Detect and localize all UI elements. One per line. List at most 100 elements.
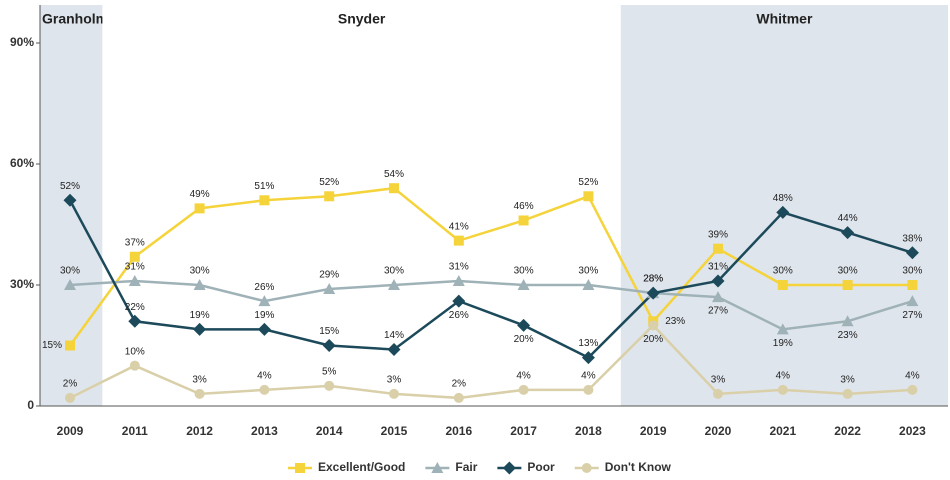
marker xyxy=(776,323,789,335)
x-tick-label: 2011 xyxy=(122,424,148,438)
x-tick-label: 2018 xyxy=(575,424,602,438)
y-tick-label: 30% xyxy=(10,277,34,291)
period-label: Whitmer xyxy=(756,11,813,27)
data-label: 30% xyxy=(514,266,534,277)
marker xyxy=(777,280,788,290)
data-label: 10% xyxy=(125,346,145,357)
marker xyxy=(711,274,725,288)
data-label: 15% xyxy=(319,326,339,337)
marker xyxy=(648,320,659,331)
legend-item: Don't Know xyxy=(574,460,672,474)
data-label: 27% xyxy=(708,306,728,317)
data-label: 20% xyxy=(643,334,663,345)
marker xyxy=(841,315,854,327)
x-tick-label: 2012 xyxy=(186,424,213,438)
legend-label: Fair xyxy=(455,460,477,474)
marker xyxy=(389,183,399,194)
y-tick-label: 0 xyxy=(27,398,34,412)
data-label: 39% xyxy=(708,229,728,240)
legend-item: Poor xyxy=(497,460,555,475)
marker xyxy=(713,388,723,399)
data-label: 2% xyxy=(63,379,78,390)
data-label: 26% xyxy=(254,282,274,293)
x-tick-label: 2014 xyxy=(316,424,343,438)
data-label: 30% xyxy=(902,266,922,277)
data-label: 30% xyxy=(838,266,858,277)
marker xyxy=(64,279,76,290)
data-label: 4% xyxy=(905,371,920,382)
data-label: 3% xyxy=(387,375,402,386)
series-line xyxy=(68,186,913,347)
marker xyxy=(65,392,75,403)
marker xyxy=(259,195,270,206)
data-label: 28% xyxy=(643,274,663,285)
marker xyxy=(194,203,205,214)
data-label: 4% xyxy=(581,371,596,382)
marker xyxy=(907,384,918,395)
marker xyxy=(517,279,530,290)
marker xyxy=(295,463,305,473)
marker xyxy=(452,294,466,308)
data-label: 4% xyxy=(516,371,531,382)
marker xyxy=(907,280,918,290)
marker xyxy=(388,279,400,290)
marker xyxy=(258,295,271,307)
x-tick-label: 2021 xyxy=(769,424,796,438)
data-label: 19% xyxy=(773,338,793,349)
marker xyxy=(259,384,270,395)
marker xyxy=(581,351,595,365)
marker xyxy=(193,279,206,290)
data-label: 4% xyxy=(257,371,272,382)
x-tick-label: 2009 xyxy=(57,424,84,438)
marker xyxy=(453,392,464,403)
marker xyxy=(712,291,724,303)
data-label: 30% xyxy=(190,266,210,277)
marker xyxy=(193,322,207,336)
data-label: 41% xyxy=(449,221,469,232)
marker xyxy=(842,388,853,399)
legend-item: Excellent/Good xyxy=(288,460,405,474)
y-tick-label: 60% xyxy=(10,156,34,170)
data-label: 13% xyxy=(578,338,598,349)
x-tick-label: 2022 xyxy=(834,424,861,438)
data-label: 37% xyxy=(125,237,145,248)
data-label: 54% xyxy=(384,169,404,180)
marker xyxy=(387,343,401,357)
marker xyxy=(905,246,919,260)
data-label: 28% xyxy=(643,274,663,285)
marker xyxy=(646,286,660,300)
marker xyxy=(581,463,592,473)
x-tick-label: 2020 xyxy=(705,424,732,438)
data-label: 19% xyxy=(190,310,210,321)
x-tick-label: 2013 xyxy=(251,424,278,438)
marker xyxy=(518,215,529,226)
data-label: 29% xyxy=(319,270,339,281)
marker xyxy=(517,318,531,332)
data-label: 31% xyxy=(125,262,145,273)
data-label: 49% xyxy=(190,189,210,200)
data-label: 23% xyxy=(665,316,685,327)
period-band xyxy=(620,5,948,406)
marker xyxy=(322,339,336,352)
marker xyxy=(502,461,516,475)
legend-label: Don't Know xyxy=(605,460,672,474)
data-label: 38% xyxy=(902,233,922,244)
marker xyxy=(128,314,142,328)
data-label: 3% xyxy=(840,375,855,386)
data-label: 27% xyxy=(902,310,922,321)
marker xyxy=(452,274,465,286)
x-tick-label: 2015 xyxy=(381,424,408,438)
marker xyxy=(841,226,855,240)
marker xyxy=(583,384,594,395)
data-label: 26% xyxy=(449,310,469,321)
marker xyxy=(194,388,205,399)
legend-item: Fair xyxy=(425,460,478,474)
data-label: 23% xyxy=(838,330,858,341)
x-tick-label: 2019 xyxy=(640,424,667,438)
y-tick-label: 90% xyxy=(10,35,34,49)
x-tick-label: 2017 xyxy=(510,424,537,438)
data-label: 15% xyxy=(42,340,62,351)
data-label: 52% xyxy=(578,177,598,188)
marker xyxy=(324,380,335,391)
